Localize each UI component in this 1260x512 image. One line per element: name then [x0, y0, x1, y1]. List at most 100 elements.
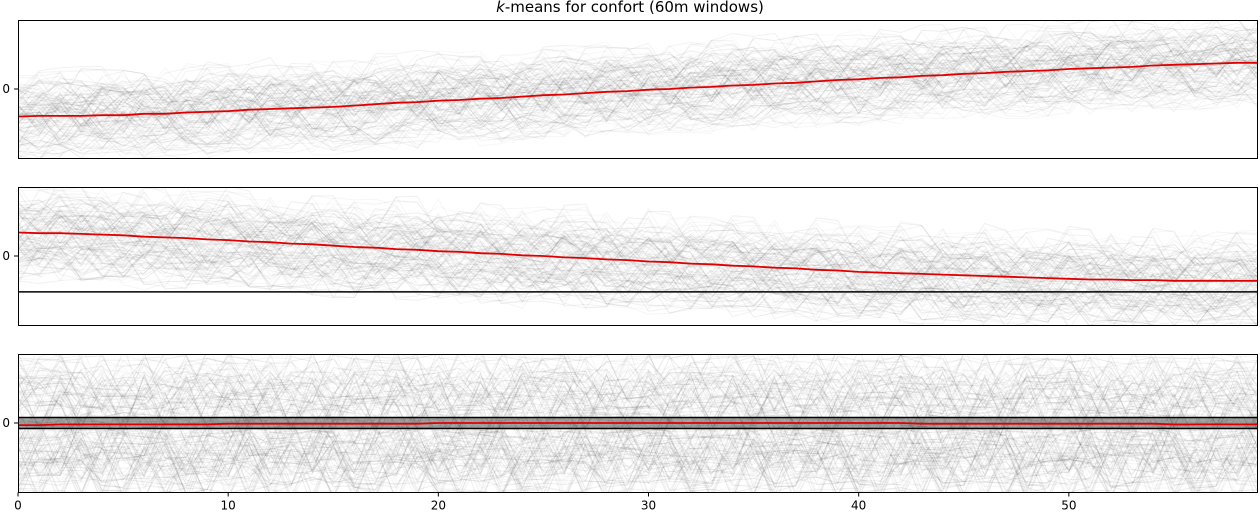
member-trace	[48, 354, 1258, 393]
x-tick-label: 20	[431, 499, 446, 512]
member-trace	[18, 196, 1258, 267]
member-trace	[18, 216, 1258, 293]
member-trace	[18, 450, 1258, 480]
member-trace	[18, 66, 1258, 139]
member-trace	[18, 199, 1258, 265]
member-trace	[18, 372, 1258, 413]
member-trace	[18, 26, 1258, 96]
member-trace	[18, 30, 1258, 115]
member-trace	[18, 66, 1258, 158]
member-trace	[18, 236, 1258, 315]
member-trace	[18, 32, 1258, 114]
member-trace	[18, 213, 1258, 292]
member-trace	[18, 355, 1258, 393]
member-trace	[18, 448, 1258, 485]
member-trace	[18, 436, 1258, 464]
member-trace	[41, 452, 1258, 492]
member-trace	[18, 240, 1258, 313]
member-trace	[18, 440, 1258, 477]
member-trace	[18, 393, 1258, 424]
member-trace	[18, 379, 1258, 414]
member-trace	[18, 370, 1258, 399]
member-trace	[18, 217, 1258, 302]
member-trace	[19, 439, 1258, 492]
member-trace	[18, 409, 1258, 477]
member-trace	[18, 199, 1258, 266]
member-trace	[18, 428, 1258, 490]
member-trace	[18, 47, 1258, 134]
member-trace	[18, 204, 1258, 278]
member-trace	[18, 406, 1258, 449]
member-trace	[18, 63, 1258, 149]
centroid-line	[17, 61, 1258, 118]
member-trace	[18, 88, 1258, 155]
member-trace	[18, 367, 1258, 404]
member-trace	[18, 439, 1258, 492]
member-trace	[18, 26, 1258, 100]
member-trace	[18, 379, 1258, 430]
member-trace	[18, 382, 1258, 426]
member-trace	[18, 26, 1258, 94]
member-trace	[18, 434, 1258, 477]
member-trace	[18, 423, 1258, 467]
member-trace	[18, 408, 1258, 473]
member-trace	[18, 395, 1258, 457]
member-trace	[18, 457, 1258, 485]
member-trace	[18, 59, 1258, 144]
member-trace	[18, 400, 1258, 449]
x-tick-label: 10	[221, 499, 236, 512]
member-trace	[18, 421, 1258, 465]
member-traces	[18, 187, 1258, 325]
member-trace	[18, 398, 1258, 462]
member-trace	[18, 354, 1258, 414]
panel-3: 0	[2, 354, 1258, 493]
member-trace	[18, 240, 1258, 309]
member-trace	[18, 45, 1258, 118]
member-trace	[35, 432, 1258, 492]
member-trace	[18, 42, 1258, 114]
member-trace	[18, 225, 1258, 310]
panel-1: 0	[2, 20, 1258, 159]
member-trace	[18, 408, 1258, 461]
member-trace	[18, 435, 1258, 476]
member-trace	[39, 76, 1258, 158]
member-trace	[18, 48, 1258, 134]
member-trace	[18, 57, 1258, 141]
member-trace	[18, 223, 1258, 294]
member-trace	[18, 385, 1258, 448]
x-axis: 0 10 20 30 40 50	[14, 492, 1076, 512]
member-trace	[18, 227, 1258, 313]
member-trace	[18, 54, 1258, 128]
member-trace	[18, 426, 1258, 467]
member-trace	[18, 354, 1258, 408]
member-trace	[81, 438, 1221, 492]
member-trace	[18, 251, 1258, 325]
member-trace	[18, 20, 1258, 105]
member-trace	[18, 379, 1258, 410]
member-trace	[18, 242, 1258, 325]
member-trace	[18, 243, 1258, 310]
member-trace	[18, 372, 1258, 412]
member-trace	[18, 371, 1258, 439]
member-trace	[18, 395, 1258, 451]
member-trace	[18, 247, 1258, 325]
member-trace	[18, 26, 1258, 110]
member-trace	[18, 456, 1258, 492]
member-trace	[18, 209, 1258, 284]
member-trace	[18, 205, 1258, 285]
member-trace	[18, 226, 1258, 307]
member-trace	[18, 354, 1258, 388]
panels-group: 0 0 0	[2, 20, 1258, 493]
member-trace	[18, 396, 1258, 452]
member-trace	[18, 390, 1258, 432]
member-trace	[18, 81, 1258, 158]
member-trace	[18, 256, 1258, 319]
member-trace	[18, 363, 1258, 415]
member-trace	[18, 225, 1258, 302]
member-trace	[18, 209, 1258, 283]
member-trace	[18, 368, 1258, 413]
member-trace	[18, 72, 1258, 141]
member-trace	[18, 20, 1258, 106]
member-trace	[18, 446, 1258, 481]
